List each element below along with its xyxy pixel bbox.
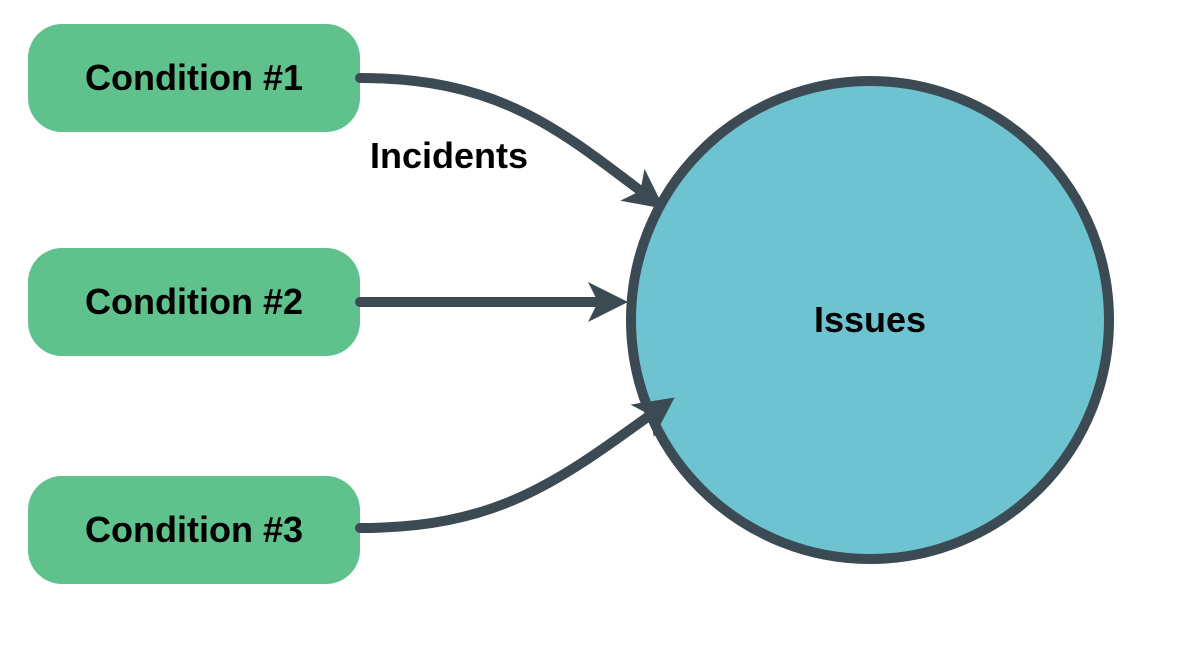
- node-condition-2-label: Condition #2: [85, 281, 303, 323]
- edge-label-incidents: Incidents: [370, 135, 528, 177]
- node-condition-3-label: Condition #3: [85, 509, 303, 551]
- node-condition-3: Condition #3: [28, 476, 360, 584]
- edge-condition3-to-issues: [360, 408, 660, 528]
- node-condition-1-label: Condition #1: [85, 57, 303, 99]
- node-issues: Issues: [626, 76, 1114, 564]
- flow-diagram: Condition #1 Condition #2 Condition #3 I…: [0, 0, 1200, 662]
- node-issues-label: Issues: [814, 299, 926, 341]
- node-condition-2: Condition #2: [28, 248, 360, 356]
- node-condition-1: Condition #1: [28, 24, 360, 132]
